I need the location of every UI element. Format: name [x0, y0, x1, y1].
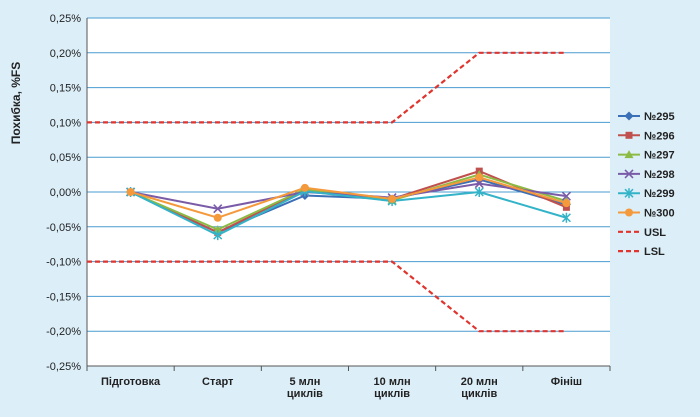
limit-line-usl [87, 51, 567, 124]
legend-marker [624, 169, 634, 179]
legend-item: №298 [618, 169, 675, 181]
legend-label: LSL [644, 246, 665, 258]
legend-item: №299 [618, 188, 675, 200]
legend-label: №299 [644, 188, 675, 200]
y-tick-label: -0,05% [46, 222, 81, 234]
y-axis-label: Похибка, %FS [9, 62, 23, 144]
legend-item: USL [618, 227, 666, 239]
data-point [475, 173, 484, 182]
legend-label: №298 [644, 169, 675, 181]
data-point [562, 199, 571, 208]
data-point [213, 204, 223, 214]
series-line [130, 182, 567, 210]
y-tick-label: 0,05% [50, 152, 81, 164]
data-point [213, 213, 222, 222]
y-tick-label: -0,25% [46, 361, 81, 373]
legend-label: №296 [644, 130, 675, 142]
y-tick-label: 0,10% [50, 117, 81, 129]
legend-item: №295 [618, 111, 675, 123]
series-5 [126, 173, 571, 222]
legend: №295 №296 №297 №298 №299 №300 USL LSL [618, 111, 675, 258]
data-point [474, 179, 484, 189]
legend-label: №295 [644, 111, 675, 123]
legend-marker [625, 131, 633, 139]
x-tick-label: 20 млн циклів [461, 376, 498, 400]
legend-marker [624, 111, 634, 121]
data-point [562, 203, 570, 211]
legend-item: №297 [618, 150, 675, 162]
x-tick-label: Фініш [551, 376, 582, 388]
y-tick-label: 0,00% [50, 187, 81, 199]
data-point [126, 188, 135, 196]
y-tick-label: 0,25% [50, 13, 81, 25]
y-tick-label: -0,15% [46, 291, 81, 303]
x-tick-label: 10 млн циклів [374, 376, 411, 400]
data-point [300, 183, 309, 192]
data-point [474, 187, 484, 197]
x-axis-ticks: Підготовка Старт 5 млн циклів 10 млн циклів 20… [101, 376, 582, 400]
y-axis-ticks: 0,25% 0,20% 0,15% 0,10% 0,05% 0,00% -0,05% -0,1… [46, 13, 81, 373]
x-tick-label: Підготовка [101, 376, 161, 388]
legend-label: №297 [644, 150, 675, 162]
data-point [213, 225, 223, 234]
data-point [561, 212, 571, 223]
legend-label: USL [644, 227, 666, 239]
data-point [561, 191, 571, 201]
x-tick-label: 5 млн циклів [287, 376, 323, 400]
data-point [388, 194, 397, 203]
x-tick-label: Старт [202, 376, 234, 388]
legend-item: №296 [618, 130, 675, 142]
legend-item: №300 [618, 208, 675, 220]
y-tick-label: 0,20% [50, 48, 81, 60]
y-tick-label: 0,15% [50, 83, 81, 95]
legend-marker [624, 150, 634, 159]
limit-lines [87, 51, 567, 333]
legend-marker [625, 208, 633, 217]
data-point [213, 230, 223, 241]
axes [86, 18, 611, 371]
series-line [130, 190, 567, 237]
limit-line-lsl [87, 260, 567, 333]
legend-item: LSL [618, 246, 665, 258]
legend-marker [624, 188, 634, 199]
data-series [126, 167, 571, 241]
legend-label: №300 [644, 208, 675, 220]
y-tick-label: -0,20% [46, 326, 81, 338]
series-line [130, 176, 567, 219]
y-tick-label: -0,10% [46, 257, 81, 269]
